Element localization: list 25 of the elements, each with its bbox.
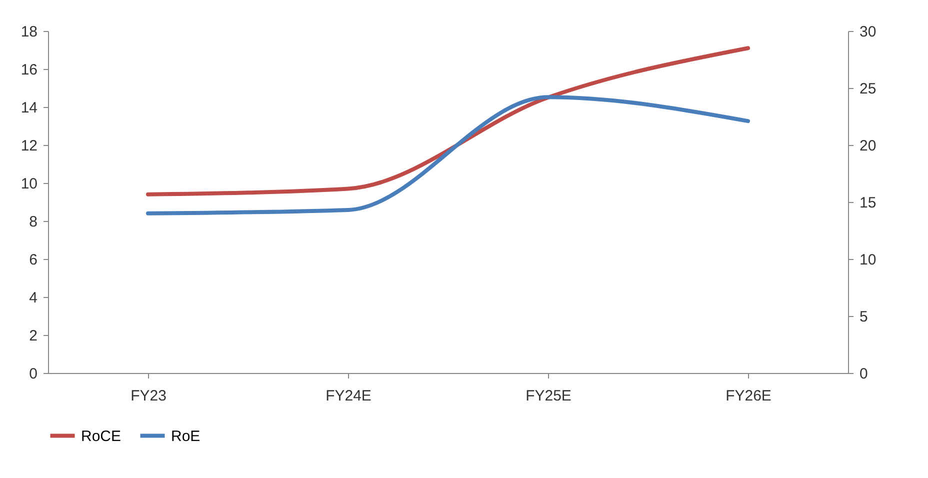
y2-tick-label: 30 xyxy=(860,24,876,40)
y-tick-label: 10 xyxy=(20,176,38,192)
legend-label: RoCE xyxy=(81,428,122,445)
y-tick-label: 12 xyxy=(20,138,38,154)
x-tick-label: FY24E xyxy=(326,388,372,404)
y-tick-label: 18 xyxy=(20,24,38,40)
x-tick-label: FY26E xyxy=(726,388,772,404)
y2-tick-label: 5 xyxy=(860,308,868,326)
y2-tick-label: 15 xyxy=(860,194,876,212)
y2-tick-label: 20 xyxy=(860,138,876,154)
y-tick-label: 8 xyxy=(29,214,38,230)
y-tick-label: 4 xyxy=(29,290,38,306)
y2-tick-label: 0 xyxy=(860,366,868,382)
y2-tick-label: 25 xyxy=(860,80,876,98)
x-tick-label: FY25E xyxy=(526,388,572,404)
legend-label: RoE xyxy=(171,428,200,445)
y-tick-label: 0 xyxy=(29,366,38,382)
line-series xyxy=(146,95,750,216)
y-tick-label: 2 xyxy=(29,328,38,344)
y-tick-label: 6 xyxy=(29,252,38,268)
y-tick-label: 16 xyxy=(20,62,38,78)
y2-tick-label: 10 xyxy=(860,252,876,268)
y-tick-label: 14 xyxy=(20,100,38,116)
x-tick-label: FY23 xyxy=(130,388,166,404)
line-series xyxy=(146,46,750,196)
